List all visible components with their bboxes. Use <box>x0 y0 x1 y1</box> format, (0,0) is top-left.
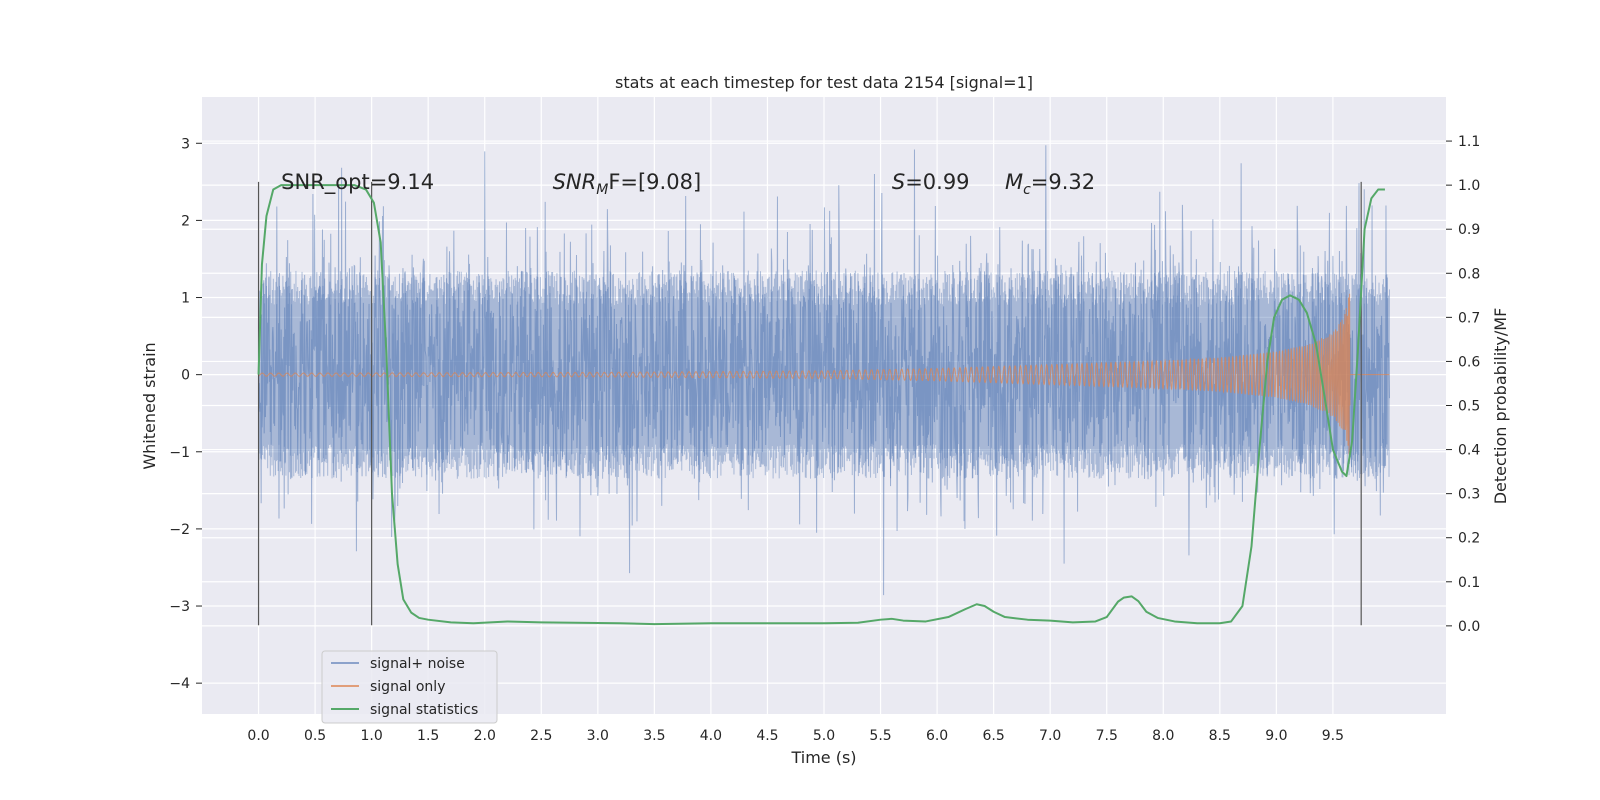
y-left-tick-1: 1 <box>181 291 190 307</box>
annotation-snr-mf-rest: F=[9.08] <box>608 170 701 194</box>
y-left-tick-0: 0 <box>181 368 190 384</box>
x-tick-1.0: 1.0 <box>361 728 383 744</box>
y-right-tick-0.3: 0.3 <box>1458 487 1480 503</box>
x-tick-4.0: 4.0 <box>700 728 722 744</box>
y-right-tick-0.9: 0.9 <box>1458 222 1480 238</box>
x-tick-5.0: 5.0 <box>813 728 835 744</box>
annotation-snr-mf-main: SNR <box>553 170 597 194</box>
x-tick-9.0: 9.0 <box>1265 728 1287 744</box>
signal-statistics-series <box>257 184 1385 626</box>
annotation-mc-rest: =9.32 <box>1031 170 1095 194</box>
y-left-tick--1: −1 <box>169 445 190 461</box>
x-tick-2.5: 2.5 <box>530 728 552 744</box>
x-tick-3.5: 3.5 <box>643 728 665 744</box>
x-tick-1.5: 1.5 <box>417 728 439 744</box>
y-axis-label-right: Detection probability/MF <box>1491 308 1510 505</box>
x-tick-7.5: 7.5 <box>1096 728 1118 744</box>
annotation-mc-value: Mc=9.32 <box>1005 170 1095 198</box>
legend-label-signal-only: signal only <box>370 679 445 695</box>
y-right-tick-0.0: 0.0 <box>1458 619 1480 635</box>
x-tick-2.0: 2.0 <box>474 728 496 744</box>
annotation-snr-mf-sub: M <box>596 182 608 198</box>
chart-title: stats at each timestep for test data 215… <box>615 73 1033 92</box>
annotation-mc-sub: c <box>1023 182 1031 198</box>
y-left-tick-2: 2 <box>181 213 190 229</box>
annotation-s-main: S <box>892 170 905 194</box>
legend-box <box>321 650 498 724</box>
y-left-tick--3: −3 <box>169 599 190 615</box>
x-tick-3.0: 3.0 <box>587 728 609 744</box>
x-tick-8.0: 8.0 <box>1152 728 1174 744</box>
x-tick-6.5: 6.5 <box>983 728 1005 744</box>
signal-only-line <box>258 293 1351 455</box>
annotations: SNR_opt=9.14 SNRMF=[9.08] S=0.99 Mc=9.32 <box>281 170 1095 198</box>
y-left-tick-labels: 3 2 1 0 −1 −2 −3 −4 <box>169 136 202 692</box>
y-right-tick-0.4: 0.4 <box>1458 443 1480 459</box>
y-right-tick-0.5: 0.5 <box>1458 399 1480 415</box>
y-right-tick-0.1: 0.1 <box>1458 575 1480 591</box>
y-right-tick-1.0: 1.0 <box>1458 178 1480 194</box>
x-tick-7.0: 7.0 <box>1039 728 1061 744</box>
signal-noise-line <box>258 145 1390 596</box>
x-tick-9.5: 9.5 <box>1322 728 1344 744</box>
y-right-tick-1.1: 1.1 <box>1458 134 1480 150</box>
annotation-snr-opt: SNR_opt=9.14 <box>281 170 434 195</box>
y-right-tick-labels: 1.1 1.0 0.9 0.8 0.7 0.6 0.5 0.4 0.3 0.2 0.1 0.0 <box>1446 134 1480 635</box>
legend-label-signal-statistics: signal statistics <box>370 702 478 718</box>
annotation-s-rest: =0.99 <box>905 170 969 194</box>
signal-statistics-line <box>257 184 1385 626</box>
y-left-tick--4: −4 <box>169 676 190 692</box>
vertical-markers <box>257 181 1362 626</box>
y-axis-label-left: Whitened strain <box>140 342 159 469</box>
y-right-tick-0.7: 0.7 <box>1458 310 1480 326</box>
annotation-mc-main: M <box>1005 170 1023 194</box>
y-left-tick-3: 3 <box>181 136 190 152</box>
x-tick-4.5: 4.5 <box>756 728 778 744</box>
x-tick-0.5: 0.5 <box>304 728 326 744</box>
x-tick-5.5: 5.5 <box>869 728 891 744</box>
y-left-tick--2: −2 <box>169 522 190 538</box>
x-tick-0.0: 0.0 <box>247 728 269 744</box>
signal-noise-series <box>258 145 1390 596</box>
legend-label-signal-noise: signal+ noise <box>370 656 465 672</box>
y-right-tick-0.8: 0.8 <box>1458 266 1480 282</box>
x-tick-6.0: 6.0 <box>926 728 948 744</box>
x-axis-label: Time (s) <box>790 748 856 767</box>
x-tick-8.5: 8.5 <box>1209 728 1231 744</box>
signal-noise-core <box>258 270 1390 479</box>
annotation-snr-mf: SNRMF=[9.08] <box>553 170 702 198</box>
legend: signal+ noise signal only signal statist… <box>321 650 498 724</box>
y-right-tick-0.2: 0.2 <box>1458 531 1480 547</box>
y-right-tick-0.6: 0.6 <box>1458 354 1480 370</box>
annotation-s-value: S=0.99 <box>892 170 970 194</box>
x-tick-labels: 0.0 0.5 1.0 1.5 2.0 2.5 3.0 3.5 4.0 4.5 5.0 5.5 6.0 6… <box>247 728 1344 744</box>
